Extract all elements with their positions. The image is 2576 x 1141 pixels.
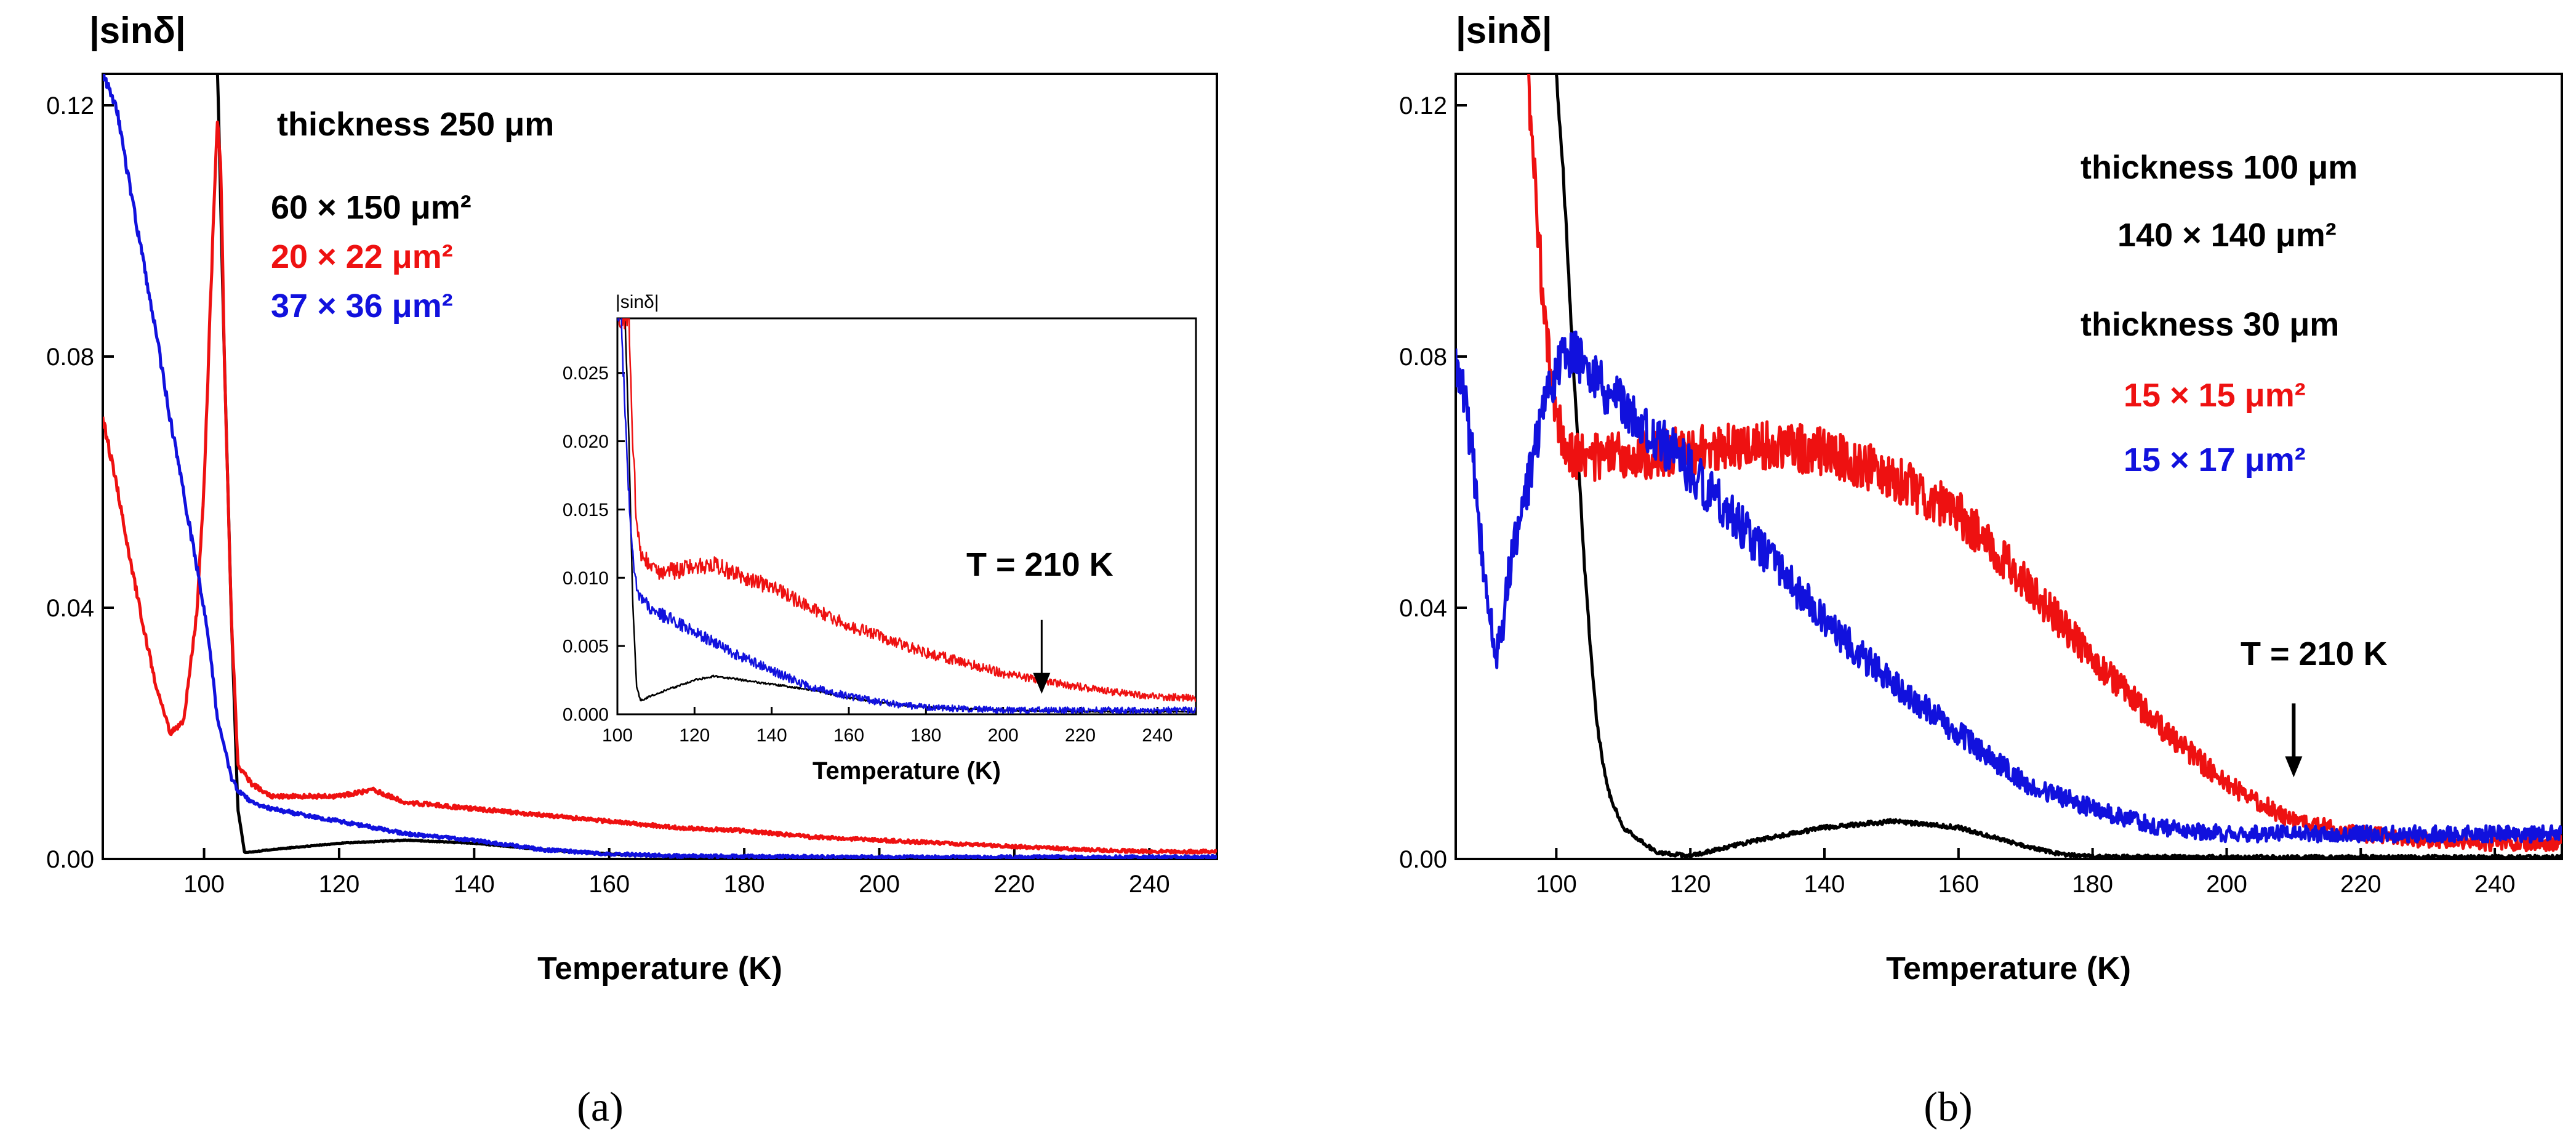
chart-b: 100 120 140 160 180 200 220 240 0.00 0.04 0.08 0.1… (1399, 10, 2563, 1130)
inset-series-lines (617, 318, 1196, 714)
x-tick-label: 240 (1142, 725, 1173, 746)
y-tick-label: 0.015 (563, 500, 609, 520)
x-tick-label: 180 (2072, 871, 2113, 898)
x-tick-label: 220 (994, 871, 1035, 898)
annotation-size-red-a: 20 × 22 μm² (271, 238, 453, 275)
annotation-size-black-a: 60 × 150 μm² (271, 189, 471, 226)
y-tick-label: 0.025 (563, 363, 609, 384)
inset-y-axis-title: |sinδ| (616, 292, 659, 312)
panel-label-b: (b) (1924, 1083, 1972, 1130)
y-tick-label: 0.00 (1399, 846, 1447, 873)
x-tick-label: 140 (756, 725, 787, 746)
annotation-size-blue-b: 15 × 17 μm² (2124, 441, 2306, 478)
x-tick-label: 200 (2206, 871, 2247, 898)
x-tick-label: 240 (2474, 871, 2516, 898)
y-tick-label: 0.12 (46, 92, 94, 119)
inset-y-ticks: 0.000 0.005 0.010 0.015 0.020 0.025 (563, 363, 625, 725)
x-tick-label: 140 (1804, 871, 1845, 898)
y-tick-label: 0.005 (563, 637, 609, 657)
x-tick-label: 100 (1536, 871, 1577, 898)
y-tick-label: 0.00 (46, 846, 94, 873)
annotation-thickness-a: thickness 250 μm (277, 106, 554, 143)
x-tick-label: 100 (183, 871, 225, 898)
x-tick-label: 220 (1065, 725, 1096, 746)
x-ticks-b: 100 120 140 160 180 200 220 240 (1536, 848, 2515, 898)
x-tick-label: 100 (602, 725, 633, 746)
chart-a: 100 120 140 160 180 200 220 240 0.00 0.04 0.08 0.1… (46, 10, 1218, 1130)
series-line-2 (103, 74, 1217, 859)
x-tick-label: 120 (679, 725, 710, 746)
x-axis-title-b: Temperature (K) (1886, 951, 2131, 986)
x-tick-label: 240 (1129, 871, 1170, 898)
arrow-b (2285, 703, 2303, 778)
x-tick-label: 180 (910, 725, 941, 746)
series-line-0 (1554, 74, 2562, 859)
inset-frame (616, 317, 1197, 716)
series-line-1 (103, 120, 1217, 855)
y-axis-title-a: |sinδ| (89, 10, 186, 52)
y-ticks-b: 0.00 0.04 0.08 0.12 (1399, 92, 1467, 873)
y-tick-label: 0.000 (563, 705, 609, 725)
arrow-label-b: T = 210 K (2241, 635, 2388, 672)
x-tick-label: 160 (833, 725, 864, 746)
y-tick-label: 0.010 (563, 568, 609, 589)
plot-frame-a (102, 73, 1218, 860)
series-line-2 (617, 318, 1196, 714)
y-tick-label: 0.020 (563, 432, 609, 452)
y-tick-label: 0.04 (1399, 595, 1447, 622)
plot-frame-b (1455, 73, 2563, 860)
series-line-1 (1527, 74, 2562, 853)
inset-background (617, 318, 1196, 714)
arrow-head (2285, 756, 2303, 778)
y-axis-title-b: |sinδ| (1456, 10, 1552, 52)
x-tick-label: 160 (1938, 871, 1979, 898)
annotation-size-black-b: 140 × 140 μm² (2117, 217, 2337, 254)
annotation-thickness100-b: thickness 100 μm (2080, 149, 2357, 186)
x-tick-label: 220 (2340, 871, 2381, 898)
annotation-thickness30-b: thickness 30 μm (2080, 306, 2339, 343)
x-tick-label: 200 (988, 725, 1019, 746)
x-tick-label: 140 (454, 871, 495, 898)
series-lines-a (103, 74, 1217, 859)
inset-arrow (1033, 619, 1051, 694)
y-tick-label: 0.08 (46, 344, 94, 371)
x-axis-title-a: Temperature (K) (537, 951, 782, 986)
x-tick-label: 160 (588, 871, 630, 898)
annotation-size-red-b: 15 × 15 μm² (2124, 377, 2306, 414)
x-tick-label: 180 (724, 871, 765, 898)
annotation-size-blue-a: 37 × 36 μm² (271, 288, 453, 325)
inset-x-axis-title: Temperature (K) (813, 757, 1001, 784)
series-lines-b (1456, 74, 2562, 859)
arrow-head (1033, 672, 1051, 694)
series-line-2 (1456, 330, 2562, 844)
x-tick-label: 200 (859, 871, 900, 898)
inset-x-ticks: 100 120 140 160 180 200 220 240 (602, 707, 1173, 746)
x-ticks-a: 100 120 140 160 180 200 220 240 (183, 848, 1170, 898)
y-tick-label: 0.04 (46, 595, 94, 622)
x-tick-label: 120 (319, 871, 360, 898)
y-tick-label: 0.12 (1399, 92, 1447, 119)
inset-arrow-label: T = 210 K (966, 546, 1113, 583)
y-ticks-a: 0.00 0.04 0.08 0.12 (46, 92, 114, 873)
panel-label-a: (a) (577, 1083, 623, 1130)
x-tick-label: 120 (1670, 871, 1711, 898)
y-tick-label: 0.08 (1399, 344, 1447, 371)
series-line-1 (618, 318, 1196, 702)
inset-chart: 100 120 140 160 180 200 220 240 0.000 0.005 0.010… (563, 292, 1197, 784)
